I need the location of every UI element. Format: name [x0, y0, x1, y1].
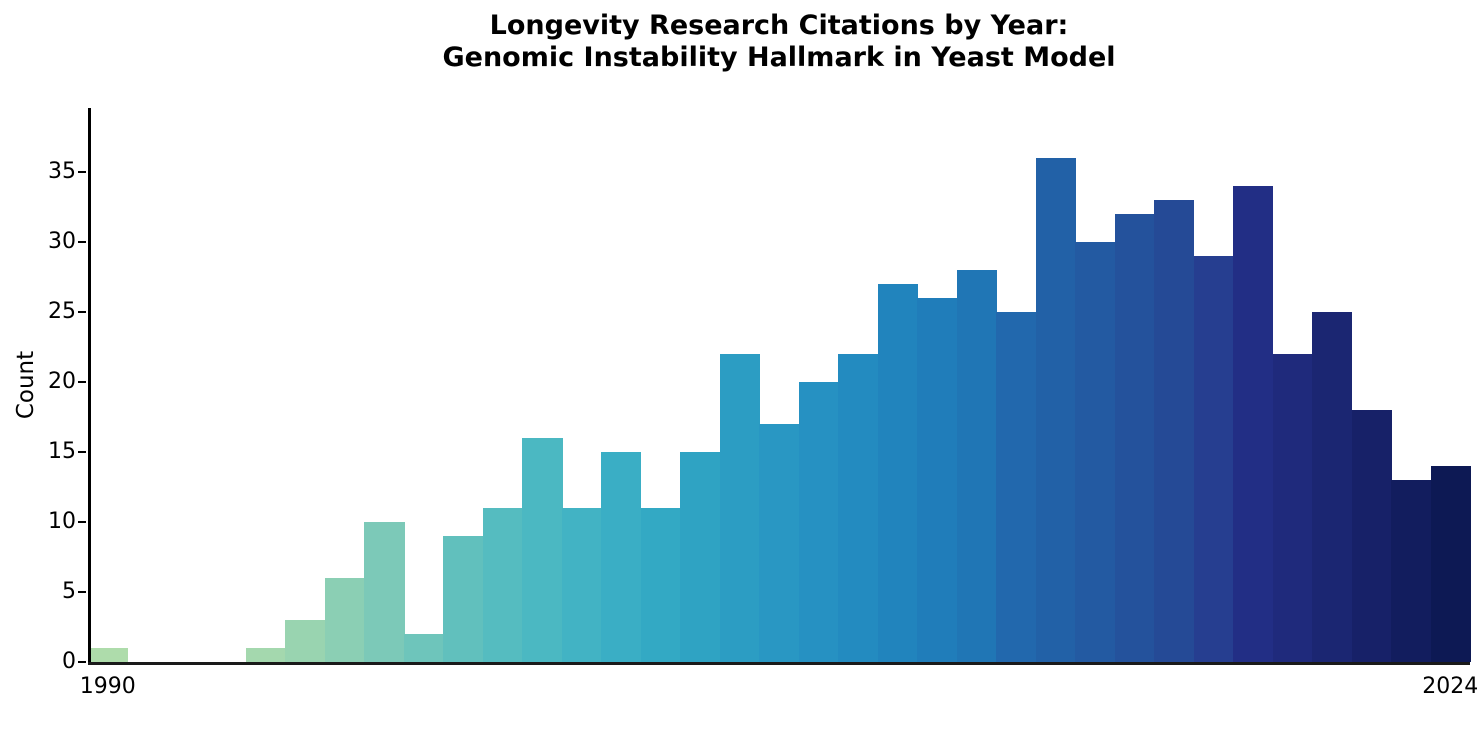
- y-tick-label-0: 0: [62, 649, 76, 674]
- bar-1997: [364, 522, 405, 662]
- plot-area: Count 0 5 10 15 20 25 30 35 1990 2024: [13, 108, 1478, 699]
- bar-2008: [798, 382, 839, 662]
- bar-2019: [1233, 185, 1274, 662]
- bar-2004: [640, 508, 681, 662]
- bar-2013: [996, 312, 1037, 662]
- x-tick-label-2024: 2024: [1422, 674, 1479, 699]
- bar-2007: [759, 424, 800, 662]
- bar-2003: [601, 452, 642, 662]
- y-tick-mark-10: [78, 520, 86, 524]
- bar-1990: [88, 648, 129, 662]
- x-tick-label-1990: 1990: [79, 674, 136, 699]
- x-axis-spine: [88, 662, 1470, 665]
- bar-2014: [1035, 157, 1076, 662]
- y-tick-label-20: 20: [48, 369, 76, 394]
- bar-2000: [482, 508, 524, 662]
- bar-2015: [1075, 242, 1116, 662]
- y-axis-spine: [88, 108, 91, 662]
- bar-2020: [1272, 354, 1313, 662]
- chart-title-line1: Longevity Research Citations by Year:: [489, 10, 1069, 41]
- bar-2016: [1114, 213, 1155, 662]
- bar-2022: [1351, 410, 1392, 662]
- bar-1995: [285, 620, 326, 662]
- y-tick-mark-0: [78, 660, 86, 664]
- bar-1998: [403, 634, 445, 662]
- bar-2021: [1312, 312, 1353, 662]
- bar-2011: [917, 298, 958, 662]
- bar-2018: [1193, 256, 1234, 662]
- y-tick-label-35: 35: [48, 158, 76, 184]
- bar-1994: [245, 648, 287, 662]
- bar-2002: [561, 508, 602, 662]
- bar-1999: [443, 536, 484, 662]
- bar-1996: [324, 578, 366, 662]
- y-tick-label-5: 5: [62, 579, 76, 604]
- chart-title: Longevity Research Citations by Year: Ge…: [88, 10, 1470, 75]
- y-tick-mark-35: [78, 170, 86, 174]
- bar-2006: [719, 354, 760, 662]
- y-tick-label-10: 10: [48, 509, 76, 534]
- chart-title-line2: Genomic Instability Hallmark in Yeast Mo…: [442, 42, 1116, 74]
- bar-2017: [1154, 199, 1195, 662]
- bar-2012: [956, 270, 997, 662]
- y-tick-mark-20: [78, 380, 86, 384]
- y-tick-mark-5: [78, 590, 86, 594]
- bar-2001: [522, 438, 563, 662]
- y-tick-mark-30: [78, 240, 86, 244]
- bar-2010: [877, 284, 918, 662]
- y-tick-mark-25: [78, 310, 86, 314]
- y-tick-mark-15: [78, 450, 86, 454]
- bar-2024: [1430, 466, 1471, 662]
- y-tick-label-15: 15: [48, 439, 76, 464]
- bar-2009: [838, 354, 879, 662]
- bar-2023: [1391, 480, 1432, 662]
- bar-2005: [680, 452, 721, 662]
- y-tick-label-30: 30: [48, 229, 76, 254]
- y-tick-label-25: 25: [48, 299, 76, 324]
